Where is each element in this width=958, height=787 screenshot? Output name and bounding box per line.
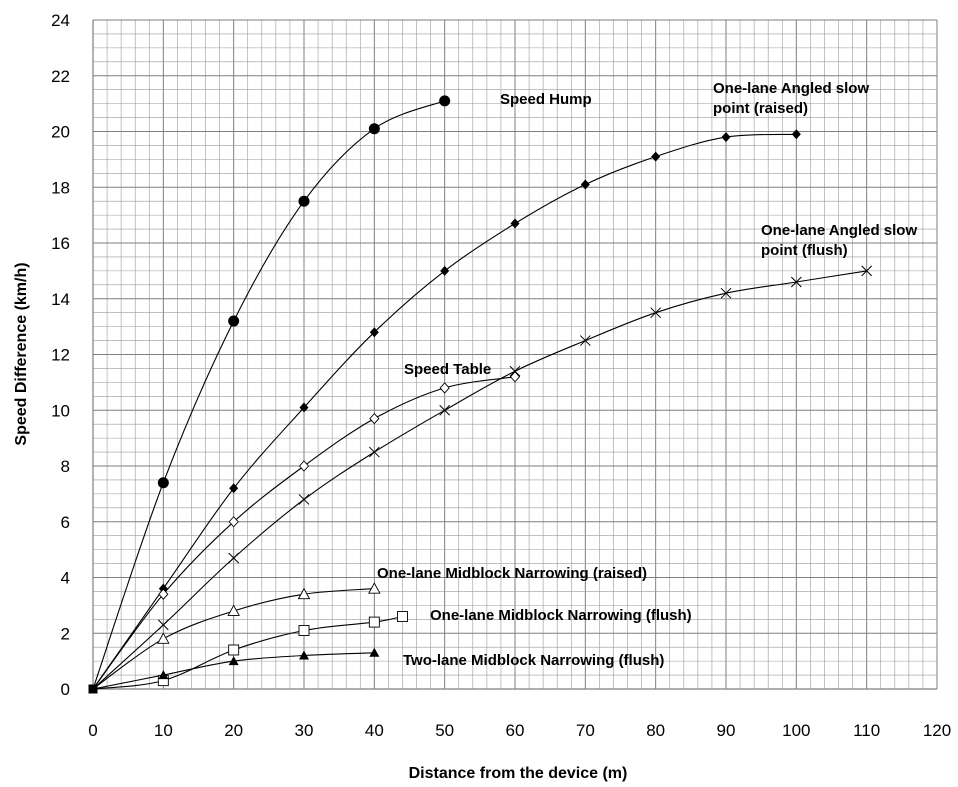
x-tick-label: 120	[923, 721, 951, 740]
data-point-marker	[790, 276, 802, 288]
x-tick-label: 30	[295, 721, 314, 740]
series-label-line: point (raised)	[713, 100, 808, 117]
data-point-marker	[158, 670, 169, 680]
series-annotations: Speed Hump One-lane Angled slow point (rai…	[377, 80, 917, 669]
y-tick-label: 14	[51, 290, 70, 309]
x-tick-label: 90	[717, 721, 736, 740]
series-label-6: One-lane Midblock Narrowing (flush)	[430, 607, 692, 624]
series-label-7: Two-lane Midblock Narrowing (flush)	[403, 652, 664, 669]
data-point-marker	[158, 588, 169, 600]
data-point-marker	[650, 307, 662, 319]
data-point-marker	[299, 402, 309, 413]
y-tick-label: 12	[51, 346, 70, 365]
series-label-line: point (flush)	[761, 242, 848, 259]
y-tick-label: 10	[51, 401, 70, 420]
x-tick-label: 20	[224, 721, 243, 740]
series-label-line: One-lane Midblock Narrowing (raised)	[377, 565, 647, 582]
y-tick-label: 20	[51, 123, 70, 142]
data-point-marker	[368, 616, 380, 628]
y-tick-label: 16	[51, 234, 70, 253]
data-point-marker	[439, 382, 450, 394]
x-tick-label: 100	[782, 721, 810, 740]
series-label-1: Speed Hump	[500, 91, 592, 108]
data-point-marker	[228, 552, 240, 564]
x-axis-title: Distance from the device (m)	[409, 765, 628, 782]
x-tick-label: 50	[435, 721, 454, 740]
data-point-marker	[368, 123, 380, 135]
data-point-marker	[580, 179, 590, 190]
data-point-marker	[440, 265, 450, 276]
series-label-line: One-lane Angled slow	[713, 80, 869, 97]
data-point-marker	[228, 516, 239, 528]
series-label-line: One-lane Angled slow	[761, 222, 917, 239]
series-label-line: Speed Table	[404, 361, 491, 378]
data-point-marker	[369, 647, 380, 657]
data-point-marker	[157, 477, 169, 489]
x-tick-label: 70	[576, 721, 595, 740]
y-axis-title: Speed Difference (km/h)	[13, 262, 30, 445]
x-tick-label: 110	[853, 721, 880, 740]
data-point-marker	[228, 656, 239, 666]
data-point-marker	[228, 644, 240, 656]
x-tick-label: 0	[88, 721, 97, 740]
data-point-marker	[299, 650, 309, 660]
x-tick-label: 40	[365, 721, 384, 740]
series-markers	[88, 95, 873, 694]
data-point-marker	[157, 632, 170, 644]
data-point-marker	[297, 587, 311, 600]
data-point-marker	[510, 218, 520, 229]
data-point-marker	[228, 315, 240, 327]
series-label-line: One-lane Midblock Narrowing (flush)	[430, 607, 692, 624]
data-point-marker	[579, 335, 591, 346]
y-tick-label: 18	[51, 178, 70, 197]
y-tick-label: 0	[61, 680, 70, 699]
data-point-marker	[791, 129, 801, 140]
chart-axes	[92, 20, 937, 690]
data-point-marker	[369, 327, 379, 338]
series-label-3: One-lane Angled slow point (flush)	[761, 222, 917, 259]
data-point-marker	[369, 412, 380, 425]
origin-marker	[88, 684, 98, 694]
data-point-marker	[229, 483, 239, 494]
data-point-marker	[651, 151, 661, 162]
data-point-marker	[509, 371, 521, 383]
chart-gridlines	[92, 19, 938, 690]
data-point-marker	[720, 287, 732, 299]
y-tick-label: 8	[61, 457, 70, 476]
x-axis-tick-labels: 0 10 20 30 40 50 60 70 80 90 100 110 120	[88, 721, 951, 740]
data-point-marker	[721, 132, 731, 143]
data-point-marker	[298, 460, 310, 472]
data-point-marker	[861, 265, 873, 277]
data-point-marker	[368, 446, 380, 458]
data-point-marker	[298, 195, 310, 207]
data-point-marker	[439, 404, 451, 416]
data-point-marker	[368, 582, 381, 594]
y-tick-label: 4	[61, 569, 70, 588]
x-tick-label: 10	[154, 721, 173, 740]
y-tick-label: 24	[51, 11, 70, 30]
data-point-marker	[397, 611, 408, 622]
data-point-marker	[439, 95, 451, 107]
data-point-marker	[298, 625, 310, 636]
series-label-5: One-lane Midblock Narrowing (raised)	[377, 565, 647, 582]
series-label-4: Speed Table	[404, 361, 491, 378]
x-tick-label: 80	[646, 721, 665, 740]
x-tick-label: 60	[506, 721, 525, 740]
y-tick-label: 22	[51, 67, 70, 86]
data-point-marker	[298, 494, 310, 505]
data-point-marker	[227, 604, 240, 616]
series-label-2: One-lane Angled slow point (raised)	[713, 80, 869, 117]
data-point-marker	[157, 619, 169, 631]
y-tick-label: 2	[61, 624, 70, 643]
series-label-line: Speed Hump	[500, 91, 592, 108]
y-tick-label: 6	[61, 513, 70, 532]
series-line-2	[92, 133, 797, 690]
series-label-line: Two-lane Midblock Narrowing (flush)	[403, 652, 664, 669]
